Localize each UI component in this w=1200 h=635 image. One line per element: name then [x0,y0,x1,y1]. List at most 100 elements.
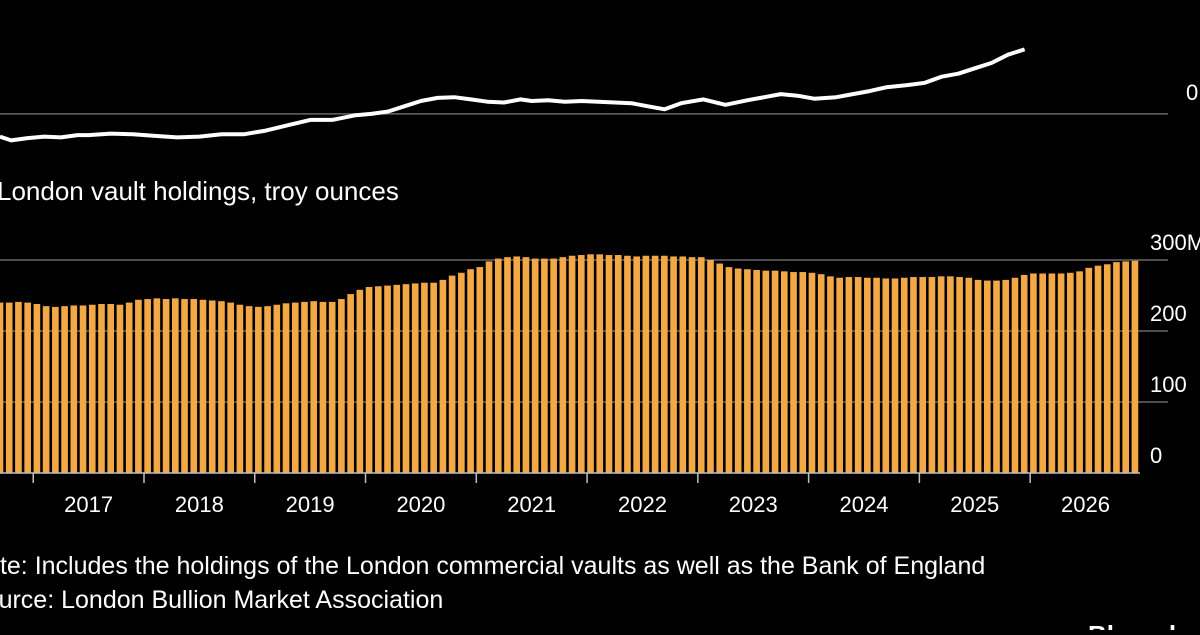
bar [88,304,96,473]
bar [587,254,594,473]
bar [236,304,244,473]
x-tick-label: 2017 [64,492,113,517]
bar-y-tick-label: 100 [1150,372,1187,397]
bar [402,284,410,473]
bar [771,270,779,473]
bar [1039,273,1046,473]
bar [605,255,613,473]
bar [328,301,336,473]
bar [439,279,447,473]
bar [513,256,521,473]
x-tick-label: 2021 [507,492,556,517]
bar [642,255,650,473]
bar [559,257,567,473]
bar [125,302,133,473]
bar [42,306,50,473]
bar [365,286,373,473]
x-tick-label: 2026 [1061,492,1110,517]
bar [688,257,696,473]
bar [900,277,908,473]
bar [707,260,714,473]
chart-source: Source: London Bullion Market Associatio… [0,586,443,614]
bar [808,272,816,473]
bar [199,299,207,473]
bar [0,302,4,473]
bar [983,280,991,473]
bar [1113,262,1120,473]
bar [928,277,936,473]
bar [245,306,253,473]
x-tick-label: 2022 [618,492,667,517]
bar [98,304,105,473]
bar [827,276,834,473]
bar [974,279,982,473]
bar [614,255,622,473]
bar [919,277,927,473]
bar [485,261,493,473]
bar [319,301,327,473]
chart-footer: Note: Includes the holdings of the Londo… [0,552,1200,635]
brand-logo: Bloomberg [1088,620,1200,630]
bar [651,255,659,473]
bar-series [0,254,1139,473]
bar [467,269,474,473]
bar [264,306,271,473]
bar [937,276,945,473]
bar [1002,279,1010,473]
bar [633,256,640,473]
bar [854,277,862,473]
bar [301,301,308,473]
bar [310,301,318,473]
bar [255,306,262,473]
bar [374,286,382,473]
bar [845,277,853,473]
bar [430,282,437,473]
line-panel: 0 [0,47,1198,143]
bar [218,301,225,473]
bar [5,302,13,473]
bar [356,289,364,473]
bar [282,303,290,473]
bar [541,258,548,473]
bar-y-tick-label: 300M [1150,230,1200,255]
bar [70,305,78,473]
bar [153,298,161,473]
bar [744,269,751,473]
bar [1020,274,1028,473]
bar [864,277,871,473]
bar [1030,273,1037,473]
bar [697,257,705,473]
x-axis-tick-labels: 2017 2018 2019 2020 2021 2022 2023 2024 … [64,492,1110,517]
bar [79,305,87,473]
bar [338,299,345,473]
bar [799,272,807,473]
bar [1094,265,1102,473]
bar [181,299,188,473]
line-panel-y-tick-label: 0 [1186,80,1198,105]
bar [15,301,22,473]
bar [577,255,585,473]
bar-y-tick-labels: 0 100 200 300M [1150,230,1200,468]
bar [504,257,511,473]
bar [716,263,724,473]
bar [411,283,419,473]
bar [956,277,963,473]
x-tick-label: 2018 [175,492,224,517]
bar [384,285,391,473]
bar [670,256,677,473]
bar [273,304,281,473]
bar [910,277,917,473]
bar [494,258,502,473]
bar [947,276,954,473]
bar [52,306,59,473]
bar [421,282,428,473]
bar [33,304,41,473]
bar [1057,273,1065,473]
chart-note: Note: Includes the holdings of the Londo… [0,552,985,580]
x-tick-label: 2020 [396,492,445,517]
bar-y-tick-label: 0 [1150,443,1162,468]
bar [1103,264,1111,473]
bar [1048,273,1056,473]
